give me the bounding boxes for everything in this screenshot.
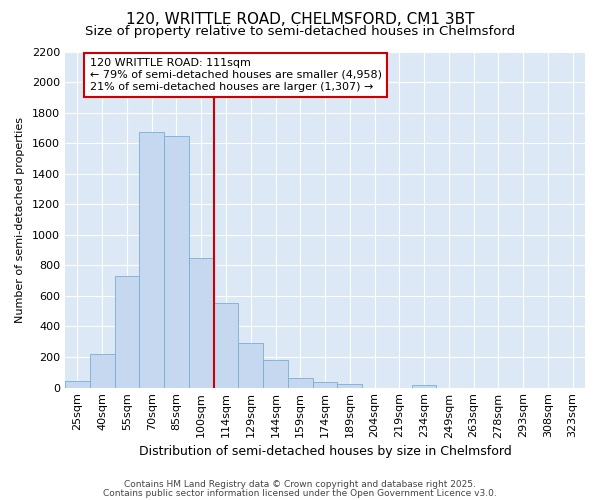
Bar xyxy=(238,342,263,388)
Text: Contains HM Land Registry data © Crown copyright and database right 2025.: Contains HM Land Registry data © Crown c… xyxy=(124,480,476,489)
Bar xyxy=(263,360,288,388)
Bar xyxy=(115,276,139,388)
Bar xyxy=(164,136,189,388)
Bar xyxy=(90,354,115,388)
Bar xyxy=(214,303,238,388)
Bar xyxy=(412,386,436,388)
Bar xyxy=(65,382,90,388)
Text: Size of property relative to semi-detached houses in Chelmsford: Size of property relative to semi-detach… xyxy=(85,25,515,38)
Bar xyxy=(337,384,362,388)
X-axis label: Distribution of semi-detached houses by size in Chelmsford: Distribution of semi-detached houses by … xyxy=(139,444,511,458)
Bar xyxy=(189,258,214,388)
Bar xyxy=(288,378,313,388)
Bar xyxy=(139,132,164,388)
Text: Contains public sector information licensed under the Open Government Licence v3: Contains public sector information licen… xyxy=(103,488,497,498)
Bar xyxy=(313,382,337,388)
Y-axis label: Number of semi-detached properties: Number of semi-detached properties xyxy=(15,116,25,322)
Text: 120, WRITTLE ROAD, CHELMSFORD, CM1 3BT: 120, WRITTLE ROAD, CHELMSFORD, CM1 3BT xyxy=(126,12,474,28)
Text: 120 WRITTLE ROAD: 111sqm
← 79% of semi-detached houses are smaller (4,958)
21% o: 120 WRITTLE ROAD: 111sqm ← 79% of semi-d… xyxy=(90,58,382,92)
